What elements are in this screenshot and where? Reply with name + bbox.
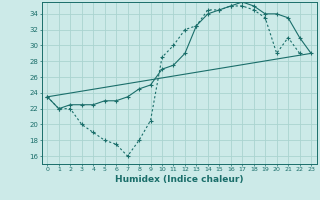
X-axis label: Humidex (Indice chaleur): Humidex (Indice chaleur)	[115, 175, 244, 184]
